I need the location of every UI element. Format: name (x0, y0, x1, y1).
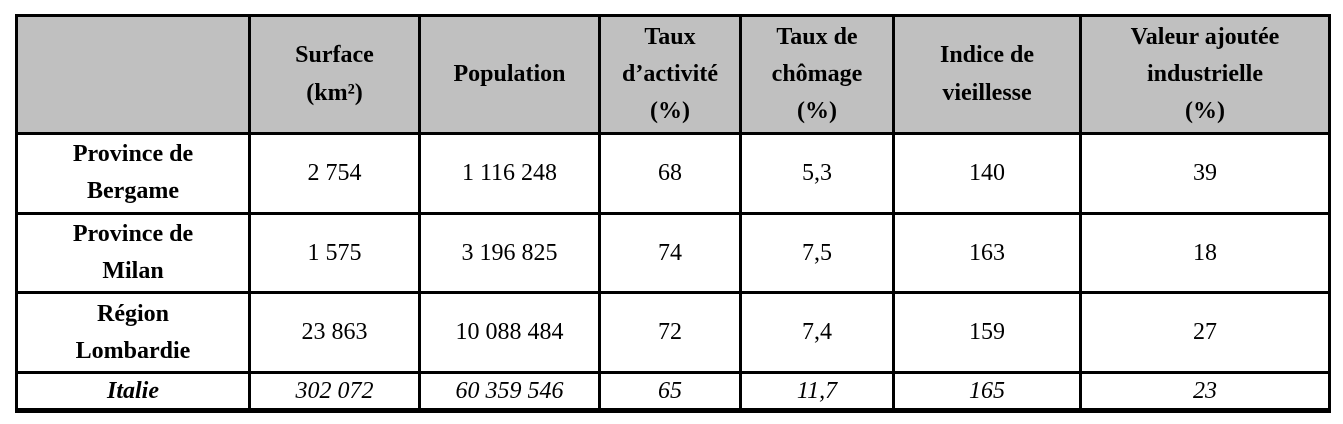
cell-bergame-surface: 2 754 (248, 132, 421, 215)
cell-milan-surface: 1 575 (248, 211, 421, 295)
cell-milan-activity-rate: 74 (598, 211, 742, 295)
cell-bergame-population: 1 116 248 (418, 132, 601, 215)
row-label-italie: Italie (15, 371, 251, 412)
cell-bergame-ageing-index: 140 (892, 132, 1082, 215)
cell-italie-ageing-index: 165 (892, 371, 1082, 412)
cell-italie-surface: 302 072 (248, 371, 421, 412)
table-row-bergame: Province de Bergame 2 754 1 116 248 68 5… (15, 132, 1331, 215)
table-row-lombardie: Région Lombardie 23 863 10 088 484 72 7,… (15, 291, 1331, 375)
statistics-table: Surface (km²) Population Taux d’activité… (15, 14, 1331, 413)
row-label-milan: Province de Milan (15, 211, 251, 295)
row-label-bergame: Province de Bergame (15, 132, 251, 215)
column-header-ageing-index: Indice de vieillesse (892, 14, 1082, 135)
column-header-population: Population (418, 14, 601, 135)
cell-lombardie-population: 10 088 484 (418, 291, 601, 375)
cell-lombardie-activity-rate: 72 (598, 291, 742, 375)
column-header-region (15, 14, 251, 135)
cell-bergame-activity-rate: 68 (598, 132, 742, 215)
column-header-industrial-added-value: Valeur ajoutée industrielle (%) (1079, 14, 1331, 135)
header-row: Surface (km²) Population Taux d’activité… (15, 14, 1331, 135)
cell-italie-population: 60 359 546 (418, 371, 601, 412)
table-row-milan: Province de Milan 1 575 3 196 825 74 7,5… (15, 211, 1331, 295)
cell-milan-industrial-added-value: 18 (1079, 211, 1331, 295)
cell-lombardie-unemployment-rate: 7,4 (739, 291, 895, 375)
column-header-surface: Surface (km²) (248, 14, 421, 135)
cell-bergame-unemployment-rate: 5,3 (739, 132, 895, 215)
column-header-activity-rate: Taux d’activité (%) (598, 14, 742, 135)
cell-milan-population: 3 196 825 (418, 211, 601, 295)
cell-italie-industrial-added-value: 23 (1079, 371, 1331, 412)
cell-italie-activity-rate: 65 (598, 371, 742, 412)
cell-lombardie-ageing-index: 159 (892, 291, 1082, 375)
cell-lombardie-surface: 23 863 (248, 291, 421, 375)
cell-milan-unemployment-rate: 7,5 (739, 211, 895, 295)
cell-bergame-industrial-added-value: 39 (1079, 132, 1331, 215)
column-header-unemployment-rate: Taux de chômage (%) (739, 14, 895, 135)
row-label-lombardie: Région Lombardie (15, 291, 251, 375)
table-row-italie: Italie 302 072 60 359 546 65 11,7 165 23 (15, 371, 1331, 412)
cell-milan-ageing-index: 163 (892, 211, 1082, 295)
cell-italie-unemployment-rate: 11,7 (739, 371, 895, 412)
cell-lombardie-industrial-added-value: 27 (1079, 291, 1331, 375)
